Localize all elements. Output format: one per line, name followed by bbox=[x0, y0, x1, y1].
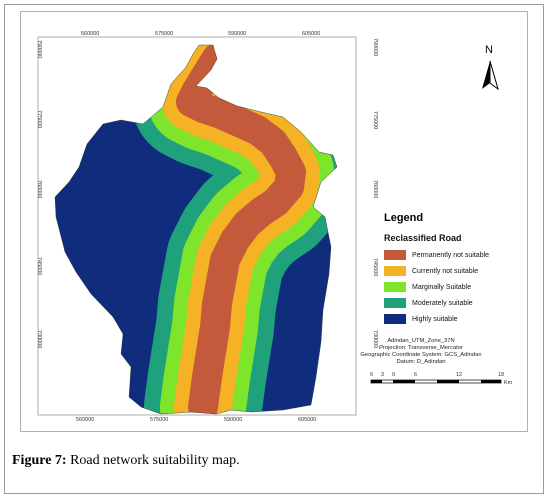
y-tick-right: 790000 bbox=[372, 38, 378, 57]
legend-item: Currently not suitable bbox=[384, 266, 478, 276]
legend-label: Highly suitable bbox=[412, 315, 458, 323]
legend-item: Moderately suitable bbox=[384, 298, 473, 308]
legend-label: Marginally Suitable bbox=[412, 283, 472, 291]
scale-label: 18 bbox=[498, 372, 505, 378]
scale-label: 6 bbox=[370, 372, 374, 378]
scale-label: 3 bbox=[381, 372, 385, 378]
scale-unit: Km bbox=[504, 380, 513, 386]
scale-label: 0 bbox=[392, 372, 396, 378]
projection-name: Adindan_UTM_Zone_37N bbox=[387, 338, 455, 344]
y-tick-left: 730000 bbox=[36, 330, 42, 349]
zone-permanently-not-suitable bbox=[176, 45, 306, 414]
x-tick-top: 575000 bbox=[155, 31, 174, 37]
y-tick-right: 760000 bbox=[372, 180, 378, 199]
legend-swatch bbox=[384, 282, 406, 292]
y-tick-left: 745000 bbox=[36, 257, 42, 276]
projection-type: Projection: Transverse_Mercator bbox=[379, 345, 463, 351]
legend-swatch bbox=[384, 250, 406, 260]
legend-swatch bbox=[384, 266, 406, 276]
figure-label: Figure 7: bbox=[12, 453, 67, 468]
suitability-map bbox=[37, 36, 357, 416]
legend-label: Currently not suitable bbox=[412, 267, 479, 275]
legend-swatch bbox=[384, 314, 406, 324]
legend-item: Marginally Suitable bbox=[384, 282, 471, 292]
scale-label: 12 bbox=[456, 372, 463, 378]
north-arrow-icon bbox=[479, 45, 501, 93]
legend-label: Moderately suitable bbox=[412, 299, 473, 307]
legend-swatch bbox=[384, 298, 406, 308]
datum: Datum: D_Adindan bbox=[396, 359, 446, 365]
y-tick-right: 745000 bbox=[372, 258, 378, 277]
y-tick-left: 790000 bbox=[36, 40, 42, 59]
figure-caption: Figure 7: Road network suitability map. bbox=[12, 453, 240, 469]
x-tick-bottom: 560000 bbox=[76, 417, 95, 423]
legend-item: Highly suitable bbox=[384, 314, 458, 324]
legend-subtitle: Reclassified Road bbox=[384, 233, 462, 243]
legend-title: Legend bbox=[384, 212, 424, 224]
y-tick-right: 730000 bbox=[372, 330, 378, 349]
map-neatline bbox=[37, 36, 357, 416]
x-tick-top: 590000 bbox=[228, 31, 247, 37]
north-label: N bbox=[485, 44, 493, 56]
y-tick-left: 775000 bbox=[36, 110, 42, 129]
figure-caption-text: Road network suitability map. bbox=[66, 453, 240, 468]
y-tick-right: 775000 bbox=[372, 111, 378, 130]
coordinate-system: Geographic Coordinate System: GCS_Adinda… bbox=[360, 352, 482, 358]
scale-bar: 6 3 0 6 12 18 Km bbox=[367, 372, 517, 394]
legend-item: Permanently not suitable bbox=[384, 250, 489, 260]
x-tick-top: 560000 bbox=[81, 31, 100, 37]
x-tick-bottom: 590000 bbox=[224, 417, 243, 423]
x-tick-bottom: 575000 bbox=[150, 417, 169, 423]
x-tick-top: 605000 bbox=[302, 31, 321, 37]
x-tick-bottom: 605000 bbox=[298, 417, 317, 423]
scale-label: 6 bbox=[414, 372, 418, 378]
suitability-zones bbox=[55, 45, 337, 414]
legend-label: Permanently not suitable bbox=[412, 251, 490, 259]
y-tick-left: 760000 bbox=[36, 180, 42, 199]
map-panel: N Legend Reclassified Road Permanently n… bbox=[20, 11, 528, 432]
